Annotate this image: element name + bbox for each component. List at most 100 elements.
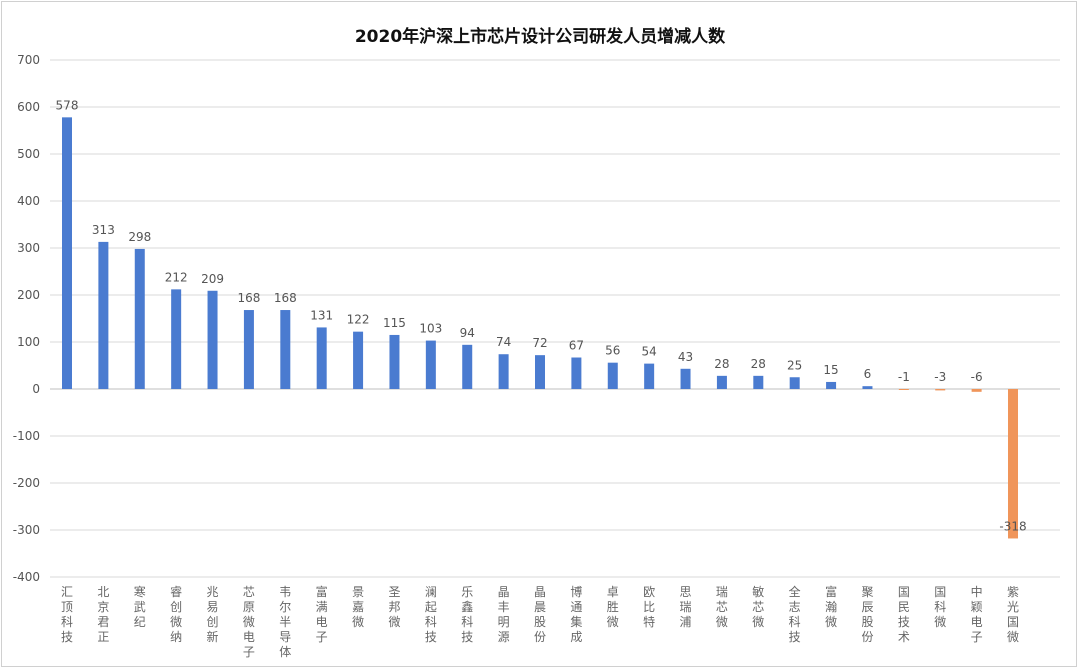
y-tick-label: 200 [17,288,40,302]
x-tick-label: 电 [971,615,983,629]
data-label: -6 [971,370,983,384]
data-label: 6 [864,367,872,381]
x-tick-label: 满 [316,600,328,614]
x-tick-label: 芯 [752,600,764,614]
x-tick-label: 子 [316,630,328,644]
data-label: 578 [56,98,79,112]
x-tick-label: 子 [243,645,255,659]
bar [826,381,837,389]
x-tick-label: 晶 [534,585,546,599]
x-tick-label: 微 [752,615,764,629]
x-tick-label: 纳 [170,630,182,644]
x-tick-label: 子 [971,630,983,644]
x-tick-label: 睿 [170,584,182,599]
y-tick-label: -400 [13,570,40,584]
x-tick-label: 辰 [861,600,873,614]
x-tick-label: 微 [352,615,364,629]
x-tick-label: 欧 [643,585,655,599]
x-tick-label: 瀚 [825,599,837,614]
x-tick-label: 澜 [425,585,437,599]
x-tick-label: 圣 [388,585,400,599]
x-tick-label: 原 [243,600,255,614]
x-tick-label: 创 [207,615,219,629]
y-tick-label: -100 [13,429,40,443]
x-tick-label: 胜 [607,599,619,614]
x-tick-label: 景 [352,585,364,599]
x-tick-label: 特 [643,614,655,629]
bar [789,377,800,389]
data-label: -318 [999,519,1026,533]
x-tick-label: 鑫 [461,599,473,614]
x-tick-label: 国 [1007,615,1019,629]
x-tick-label: 成 [570,630,582,644]
data-label: 115 [383,316,406,330]
bar [680,368,691,389]
x-tick-label: 京 [97,600,109,614]
x-tick-label: 易 [207,600,219,614]
data-label: 212 [165,270,188,284]
x-tick-label: 富 [316,584,328,599]
data-label: 25 [787,358,802,372]
x-tick-label: 通 [570,600,582,614]
x-tick-label: 北 [97,585,109,599]
bar [753,375,764,389]
x-tick-label: 科 [789,615,801,629]
x-tick-label: 微 [934,615,946,629]
data-label: -3 [934,370,946,384]
bar [571,357,582,389]
data-label: 131 [310,308,333,322]
bar [644,363,655,389]
x-tick-label: 技 [461,630,473,644]
x-tick-label: 微 [716,615,728,629]
x-tick-label: 微 [243,615,255,629]
x-tick-label: 微 [825,615,837,629]
data-label: 298 [128,230,151,244]
x-tick-label: 邦 [388,600,400,614]
x-tick-label: 科 [61,615,73,629]
x-tick-label: 民 [898,600,910,614]
bar [498,354,509,389]
bar [898,389,909,390]
x-tick-label: 电 [243,630,255,644]
y-tick-label: 400 [17,194,40,208]
bar [935,389,946,391]
x-tick-label: 正 [97,630,109,644]
x-tick-label: 科 [425,615,437,629]
data-label: 209 [201,272,224,286]
x-tick-label: 敏 [752,584,764,599]
data-label: 15 [823,363,838,377]
x-tick-label: 微 [1007,630,1019,644]
x-tick-label: 科 [934,600,946,614]
bar [171,289,182,389]
y-tick-label: 600 [17,100,40,114]
x-tick-label: 集 [570,614,582,629]
data-label: 74 [496,335,511,349]
x-tick-label: 份 [861,630,873,644]
data-label: 168 [237,291,260,305]
y-tick-label: 300 [17,241,40,255]
y-tick-label: 0 [32,382,40,396]
bar [243,310,254,389]
data-label: 28 [714,357,729,371]
x-tick-label: 君 [97,615,109,629]
x-tick-label: 瑞 [716,585,728,599]
bar [389,334,400,389]
x-tick-label: 半 [279,615,291,629]
x-tick-label: 博 [570,584,582,599]
x-tick-label: 股 [534,615,546,629]
data-label: -1 [898,370,910,384]
x-tick-label: 导 [279,630,291,644]
x-tick-label: 聚 [861,585,873,599]
x-tick-label: 技 [789,630,801,644]
x-tick-label: 技 [425,630,437,644]
data-label: 67 [569,339,584,353]
y-tick-label: 500 [17,147,40,161]
x-tick-label: 晶 [498,585,510,599]
bar [971,389,982,392]
bar [98,241,109,389]
x-tick-label: 武 [134,600,146,614]
y-tick-label: -300 [13,523,40,537]
data-label: 56 [605,344,620,358]
